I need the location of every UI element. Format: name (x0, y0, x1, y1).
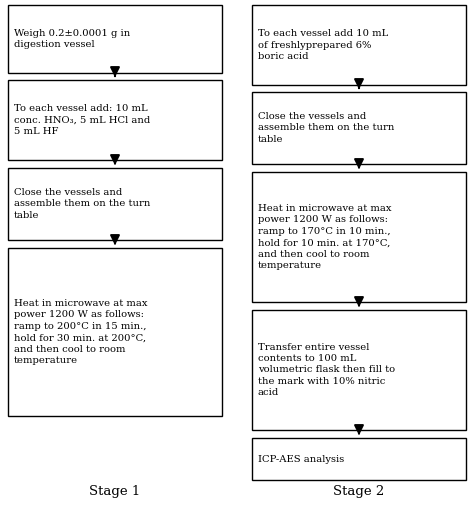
Text: Close the vessels and
assemble them on the turn
table: Close the vessels and assemble them on t… (14, 188, 150, 220)
Text: To each vessel add 10 mL
of freshlyprepared 6%
boric acid: To each vessel add 10 mL of freshlyprepa… (258, 29, 388, 61)
Bar (8, 168, 222, 240)
Text: Heat in microwave at max
power 1200 W as follows:
ramp to 170°C in 10 min.,
hold: Heat in microwave at max power 1200 W as… (258, 204, 392, 270)
Text: Heat in microwave at max
power 1200 W as follows:
ramp to 200°C in 15 min.,
hold: Heat in microwave at max power 1200 W as… (14, 299, 147, 365)
Text: Stage 2: Stage 2 (333, 486, 384, 499)
Bar (8, 80, 222, 160)
Bar (252, 92, 466, 164)
Bar (252, 310, 466, 430)
Text: ICP-AES analysis: ICP-AES analysis (258, 454, 344, 463)
Text: Stage 1: Stage 1 (90, 486, 141, 499)
Bar (252, 438, 466, 480)
Bar (252, 5, 466, 85)
Text: To each vessel add: 10 mL
conc. HNO₃, 5 mL HCl and
5 mL HF: To each vessel add: 10 mL conc. HNO₃, 5 … (14, 104, 150, 136)
Bar (252, 172, 466, 302)
Bar (8, 248, 222, 416)
Text: Transfer entire vessel
contents to 100 mL
volumetric flask then fill to
the mark: Transfer entire vessel contents to 100 m… (258, 343, 395, 397)
Bar (8, 5, 222, 73)
Text: Close the vessels and
assemble them on the turn
table: Close the vessels and assemble them on t… (258, 112, 394, 144)
Text: Weigh 0.2±0.0001 g in
digestion vessel: Weigh 0.2±0.0001 g in digestion vessel (14, 29, 130, 49)
